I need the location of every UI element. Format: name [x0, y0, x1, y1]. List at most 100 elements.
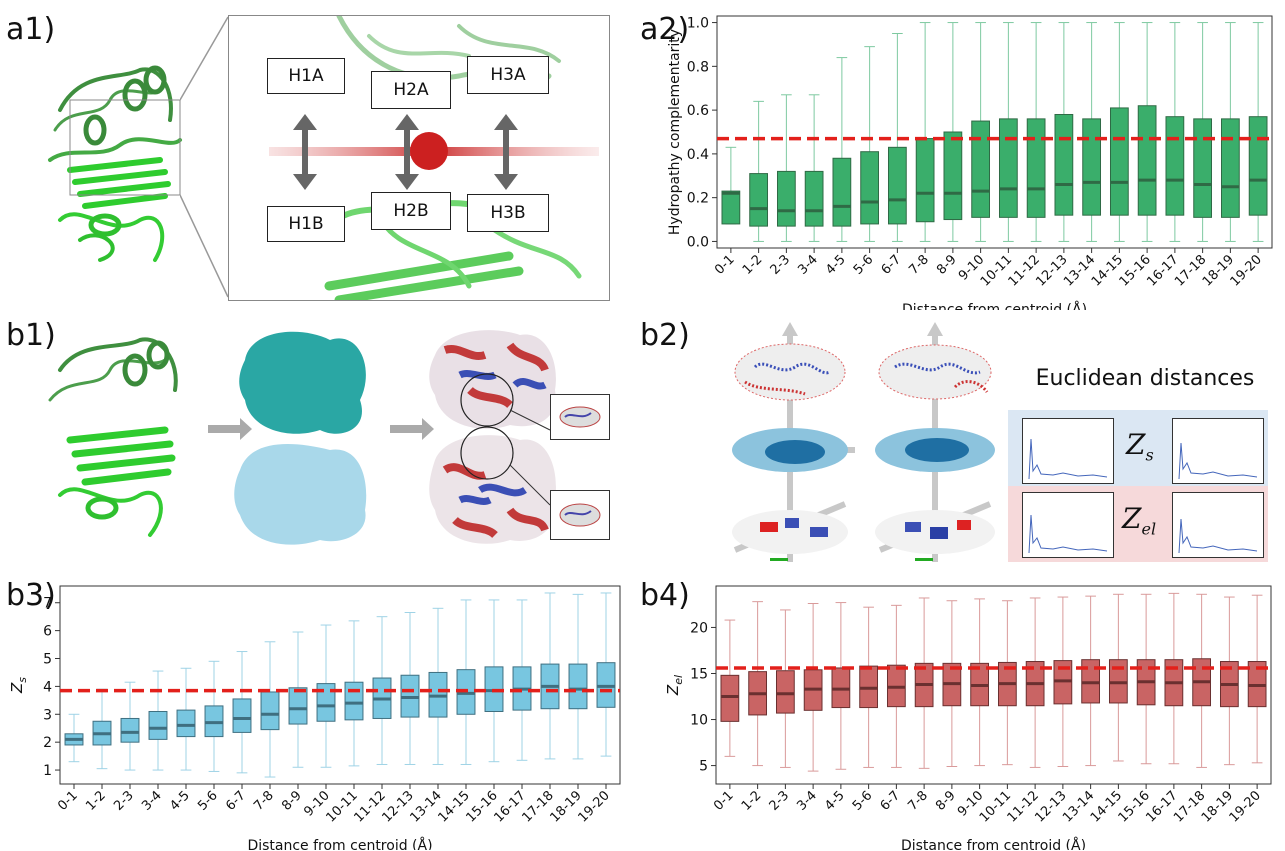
panel-label-b2: b2) — [640, 318, 690, 353]
b4-xtick-label: 5-6 — [850, 788, 876, 814]
b3-ytick-label: 3 — [43, 707, 52, 723]
a2-xlabel: Distance from centroid (Å) — [902, 301, 1087, 310]
b3-box-10-11 — [344, 681, 364, 721]
b4-xlabel: Distance from centroid (Å) — [901, 837, 1086, 850]
a2-box-5-6 — [860, 151, 880, 225]
a2-xtick-label: 4-5 — [823, 252, 849, 278]
b4-xtick-label: 19-20 — [1227, 788, 1264, 825]
b4-xtick-label: 1-2 — [739, 788, 765, 814]
a2-xtick-label: 6-7 — [879, 252, 905, 278]
zel-spectrum-thumb-1 — [1022, 492, 1114, 558]
b2-zernike-projection-illustration — [732, 322, 995, 562]
a2-xtick-label: 5-6 — [851, 252, 877, 278]
b3-box-8-9 — [288, 687, 308, 725]
hotspot-h1b: H1B — [267, 206, 345, 242]
b4-xtick-label: 7-8 — [905, 788, 931, 814]
a2-box-0-1 — [721, 190, 741, 225]
centroid-marker — [410, 132, 448, 170]
b3-ytick-label: 7 — [43, 596, 52, 612]
b4-ytick-label: 5 — [699, 759, 708, 775]
a2-box-18-19 — [1220, 118, 1240, 218]
b1-patch-thumbnail-bottom — [550, 490, 610, 540]
b3-ytick-label: 1 — [43, 763, 52, 779]
a2-box-3-4 — [804, 170, 824, 227]
b1-patch-thumbnail-top — [550, 394, 610, 440]
a2-box-10-11 — [998, 118, 1018, 218]
a2-xtick-label: 2-3 — [768, 252, 794, 278]
a2-ytick-label: 0.8 — [687, 59, 709, 75]
a2-box-2-3 — [776, 170, 796, 227]
b4-box-0-1 — [720, 674, 740, 722]
b4-box-2-3 — [775, 670, 795, 714]
b3-xtick-label: 0-1 — [55, 788, 81, 814]
a2-ytick-label: 1.0 — [687, 16, 709, 32]
panel-label-a2: a2) — [640, 12, 690, 47]
b3-box-6-7 — [232, 698, 252, 733]
a2-ytick-label: 0.6 — [687, 103, 709, 119]
b4-xtick-label: 2-3 — [767, 788, 793, 814]
b3-plot-frame — [59, 585, 621, 785]
zs-spectrum-thumb-2 — [1172, 418, 1264, 484]
b4-xtick-label: 4-5 — [822, 788, 848, 814]
a2-box-6-7 — [887, 146, 907, 225]
b3-box-9-10 — [316, 683, 336, 722]
a2-xtick-label: 0-1 — [712, 252, 738, 278]
a2-plot-frame — [716, 15, 1273, 249]
a2-box-9-10 — [971, 120, 991, 218]
b4-ytick-label: 10 — [690, 713, 708, 729]
panel-label-b4: b4) — [640, 578, 690, 613]
zel-symbol: Zel — [1122, 502, 1157, 539]
b4-xtick-label: 0-1 — [711, 788, 737, 814]
b3-xtick-label: 4-5 — [167, 788, 193, 814]
b3-ytick-label: 6 — [43, 624, 52, 640]
a2-box-4-5 — [832, 157, 852, 227]
b4-xtick-label: 3-4 — [794, 788, 820, 814]
b2-zs-panel: Zs — [1008, 410, 1268, 490]
hotspot-zoom-panel: H1A H2A H3A H1B H2B H3B — [228, 15, 610, 301]
b3-ylabel: Zs — [10, 677, 29, 694]
a2-box-16-17 — [1165, 116, 1185, 216]
b4-xtick-label: 6-7 — [878, 788, 904, 814]
hotspot-h3b: H3B — [467, 194, 549, 232]
b1-pipeline-illustration — [48, 330, 556, 545]
b3-ytick-label: 4 — [43, 679, 52, 695]
a2-xtick-label: 19-20 — [1228, 252, 1265, 289]
b3-box-3-4 — [148, 710, 168, 740]
a2-xtick-label: 3-4 — [795, 252, 821, 278]
zoom-protein-background — [269, 16, 599, 300]
a2-xtick-label: 7-8 — [906, 252, 932, 278]
b3-box-18-19 — [568, 663, 588, 710]
b4-ytick-label: 20 — [690, 620, 708, 636]
a2-box-8-9 — [943, 131, 963, 221]
a2-box-13-14 — [1082, 118, 1102, 216]
b3-box-4-5 — [176, 709, 196, 738]
b4-plot-frame — [715, 585, 1272, 785]
hotspot-h1a: H1A — [267, 58, 345, 94]
a2-box-17-18 — [1193, 118, 1213, 218]
protein-cartoon-a1 — [48, 65, 182, 262]
chart-a2-hydropathy: 0.0 0.2 0.4 0.6 0.8 1.0 0-1 1-2 2-3 3-4 4-5 5-6 6-7 7… — [667, 15, 1273, 310]
a2-ylabel: Hydropathy complementarity — [667, 29, 683, 235]
b2-title: Euclidean distances — [1035, 366, 1255, 391]
b3-xtick-label: 1-2 — [83, 788, 109, 814]
b3-xlabel: Distance from centroid (Å) — [247, 837, 432, 850]
a2-box-14-15 — [1109, 107, 1129, 216]
a2-box-7-8 — [915, 138, 935, 223]
b3-xtick-label: 7-8 — [251, 788, 277, 814]
b3-box-7-8 — [260, 691, 280, 731]
a2-ytick-label: 0.4 — [687, 147, 709, 163]
b3-box-2-3 — [120, 717, 140, 743]
b2-zel-panel: Zel — [1008, 486, 1268, 562]
b3-ytick-label: 5 — [43, 652, 52, 668]
panel-label-b1: b1) — [6, 318, 56, 353]
b4-ylabel: Zel — [664, 675, 685, 696]
a2-box-12-13 — [1054, 113, 1074, 216]
hotspot-h2a: H2A — [371, 71, 451, 109]
b4-ytick-label: 15 — [690, 666, 708, 682]
a2-ytick-label: 0.0 — [687, 234, 709, 250]
a2-box-19-20 — [1248, 116, 1268, 216]
b3-xtick-label: 6-7 — [223, 788, 249, 814]
a2-box-1-2 — [749, 173, 769, 227]
